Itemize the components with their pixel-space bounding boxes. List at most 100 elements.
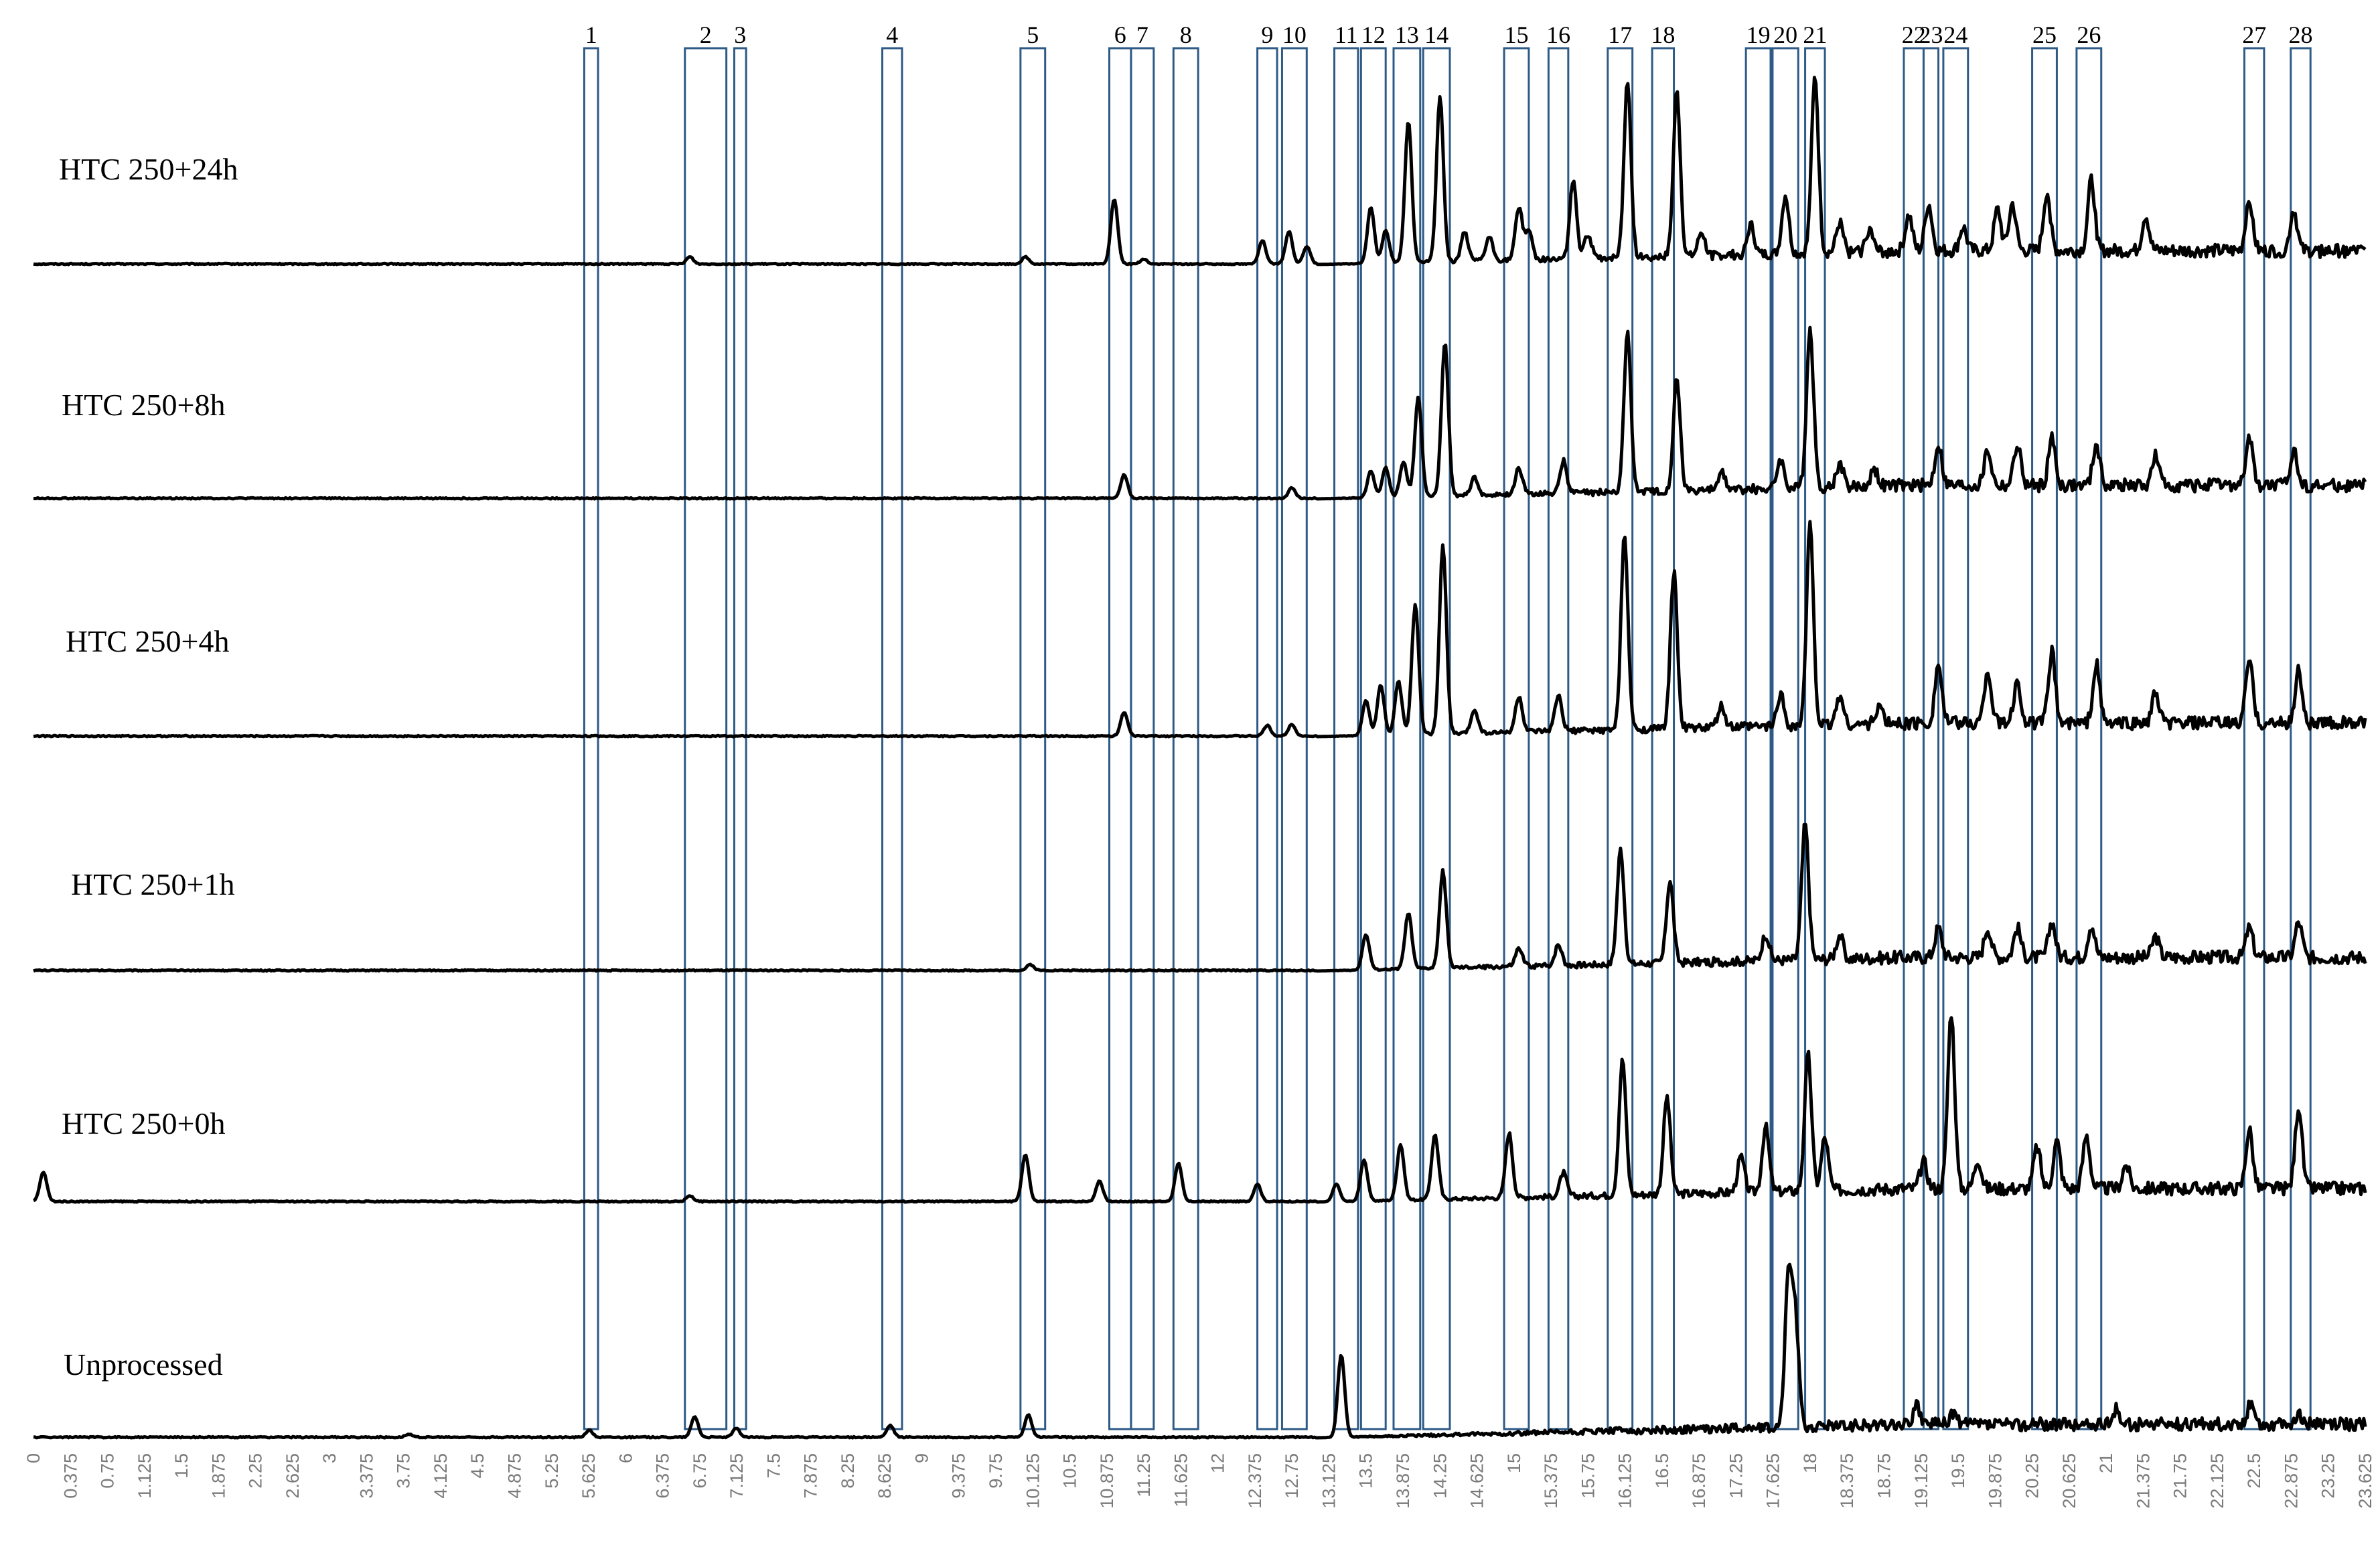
peak-label-14: 14 (1424, 21, 1448, 48)
peak-label-12: 12 (1361, 21, 1386, 48)
peak-label-9: 9 (1261, 21, 1273, 48)
x-tick-label: 15 (1504, 1453, 1524, 1473)
peak-window-16 (1547, 47, 1570, 1430)
peak-window-5 (1019, 47, 1047, 1430)
peak-window-28 (2290, 47, 2312, 1430)
peak-window-4 (881, 47, 903, 1430)
peak-label-3: 3 (734, 21, 746, 48)
x-tick-label: 4.5 (467, 1453, 488, 1479)
trace-htc-250-0h (33, 1016, 2367, 1204)
x-tick-label: 17.25 (1726, 1453, 1746, 1499)
peak-label-4: 4 (886, 21, 898, 48)
peak-window-12 (1359, 47, 1387, 1430)
x-tick-label: 19.5 (1948, 1453, 1968, 1489)
peak-label-25: 25 (2032, 21, 2057, 48)
x-tick-label: 18.375 (1837, 1453, 1857, 1509)
x-tick-label: 14.625 (1467, 1453, 1487, 1509)
x-tick-label: 12.375 (1245, 1453, 1265, 1509)
peak-label-20: 20 (1773, 21, 1797, 48)
x-tick-label: 7.875 (801, 1453, 821, 1499)
trace-htc-250-8h (33, 325, 2367, 501)
x-tick-label: 19.125 (1911, 1453, 1931, 1509)
x-tick-label: 13.5 (1356, 1453, 1376, 1489)
peak-label-28: 28 (2288, 21, 2312, 48)
x-tick-label: 12 (1208, 1453, 1228, 1473)
x-tick-label: 20.25 (2022, 1453, 2042, 1499)
peak-label-16: 16 (1546, 21, 1570, 48)
x-tick-label: 1.875 (208, 1453, 228, 1499)
x-tick-label: 1.5 (171, 1453, 192, 1479)
x-tick-label: 17.625 (1763, 1453, 1783, 1509)
x-tick-label: 9.375 (949, 1453, 969, 1499)
peak-label-24: 24 (1943, 21, 1967, 48)
x-axis-tick-labels: 0 0.375 0.75 1.125 1.5 1.875 2.25 2.625 3 3.375 3.… (23, 1453, 2375, 1509)
x-tick-label: 5.625 (579, 1453, 599, 1499)
peak-label-26: 26 (2077, 21, 2101, 48)
x-tick-label: 22.125 (2207, 1453, 2227, 1509)
x-tick-label: 5.25 (542, 1453, 562, 1489)
x-tick-label: 13.875 (1393, 1453, 1413, 1509)
peak-window-21 (1804, 47, 1826, 1430)
peak-label-1: 1 (585, 21, 597, 48)
x-tick-label: 4.125 (431, 1453, 451, 1499)
x-tick-label: 6 (615, 1453, 636, 1463)
x-tick-label: 11.25 (1134, 1453, 1154, 1497)
x-tick-label: 10.125 (1023, 1453, 1043, 1509)
peak-label-5: 5 (1027, 21, 1039, 48)
peak-window-7 (1130, 47, 1155, 1430)
peak-window-9 (1256, 47, 1278, 1430)
trace-unprocessed (33, 1262, 2367, 1440)
x-tick-label: 19.875 (1985, 1453, 2005, 1509)
trace-htc-250-24h (33, 76, 2367, 267)
x-tick-label: 21.375 (2133, 1453, 2153, 1509)
x-tick-label: 2.25 (246, 1453, 266, 1489)
x-tick-label: 9 (912, 1453, 932, 1463)
x-tick-label: 8.25 (838, 1453, 858, 1489)
x-tick-label: 23.25 (2318, 1453, 2338, 1499)
peak-label-6: 6 (1114, 21, 1126, 48)
trace-labels: HTC 250+24h HTC 250+8h HTC 250+4h HTC 250+1… (59, 152, 238, 1382)
peak-window-3 (733, 47, 747, 1430)
x-tick-label: 21.75 (2170, 1453, 2190, 1499)
peak-window-24 (1942, 47, 1969, 1430)
peak-label-27: 27 (2242, 21, 2266, 48)
series-label: Unprocessed (64, 1347, 223, 1382)
peak-window-20 (1771, 47, 1799, 1430)
x-tick-label: 10.5 (1060, 1453, 1080, 1489)
x-tick-label: 0 (23, 1453, 44, 1463)
traces (33, 76, 2367, 1440)
peak-window-15 (1503, 47, 1530, 1430)
peak-window-2 (684, 47, 728, 1430)
x-tick-label: 7.125 (727, 1453, 747, 1499)
x-tick-label: 15.375 (1541, 1453, 1561, 1509)
peak-window-8 (1172, 47, 1199, 1430)
peak-label-7: 7 (1136, 21, 1148, 48)
peak-label-13: 13 (1395, 21, 1419, 48)
series-label: HTC 250+0h (62, 1106, 225, 1140)
peak-label-19: 19 (1746, 21, 1771, 48)
x-tick-label: 0.375 (60, 1453, 80, 1499)
x-tick-label: 6.75 (690, 1453, 710, 1489)
x-tick-label: 14.25 (1430, 1453, 1450, 1499)
peak-label-11: 11 (1335, 21, 1358, 48)
x-tick-label: 2.625 (283, 1453, 303, 1499)
peak-label-22: 22 (1902, 21, 1926, 48)
peak-window-25 (2031, 47, 2058, 1430)
peak-label-17: 17 (1608, 21, 1632, 48)
x-tick-label: 20.625 (2059, 1453, 2079, 1509)
peak-window-17 (1607, 47, 1634, 1430)
x-tick-label: 15.75 (1578, 1453, 1598, 1499)
x-tick-label: 4.875 (505, 1453, 525, 1499)
peak-window-22 (1903, 47, 1925, 1430)
x-tick-label: 16.875 (1689, 1453, 1709, 1509)
x-tick-label: 16.125 (1615, 1453, 1635, 1509)
x-tick-label: 3.75 (394, 1453, 414, 1489)
x-tick-label: 12.75 (1282, 1453, 1302, 1499)
x-tick-label: 6.375 (653, 1453, 673, 1499)
peak-window-27 (2243, 47, 2265, 1430)
peak-label-2: 2 (700, 21, 712, 48)
peak-label-18: 18 (1651, 21, 1675, 48)
peak-window-11 (1333, 47, 1359, 1430)
trace-htc-250-1h (33, 822, 2367, 973)
